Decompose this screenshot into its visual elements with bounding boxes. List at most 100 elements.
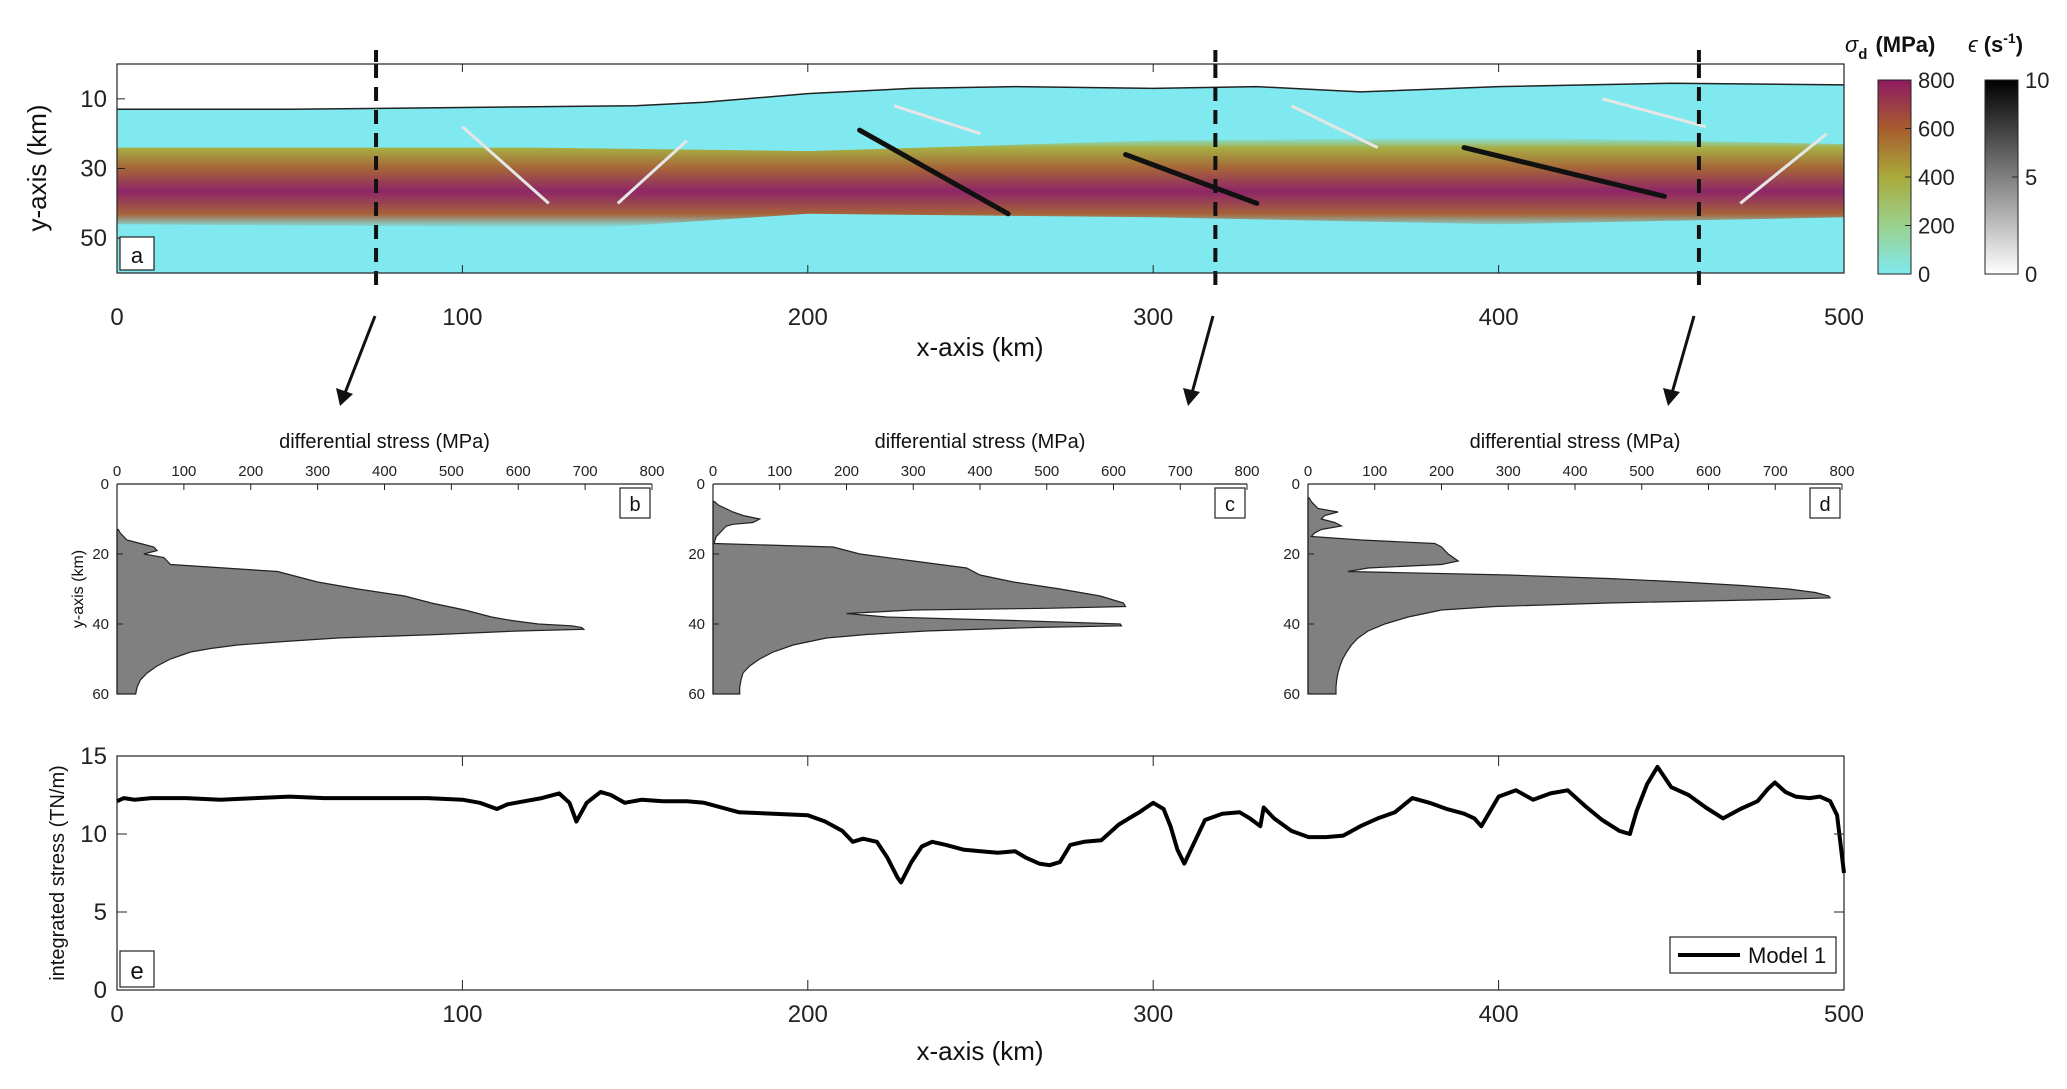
x-tick-label: 400 [372, 463, 397, 480]
panel-e: 0 100 200 300 400 500 0 5 10 15 x-axis (km) inte… [47, 743, 1864, 1066]
y-tick-label: 0 [94, 977, 107, 1004]
x-tick-label: 0 [110, 1001, 123, 1028]
panel-a-y-ticks: 10 30 50 [80, 86, 125, 252]
stress-profile-area [116, 528, 586, 695]
y-tick-label: 30 [80, 156, 107, 183]
legend-label-model-1: Model 1 [1748, 943, 1826, 968]
colorbar-tick-label: 0 [1918, 262, 1930, 287]
x-tick-label: 600 [1101, 463, 1126, 480]
x-tick-label: 200 [788, 304, 828, 331]
x-tick-label: 100 [171, 463, 196, 480]
y-tick-label: 60 [92, 686, 109, 703]
x-axis-label: differential stress (MPa) [1470, 431, 1681, 453]
colorbar-tick-label: 400 [1918, 165, 1955, 190]
x-tick-label: 600 [506, 463, 531, 480]
x-tick-label: 0 [110, 304, 123, 331]
profile-lines-extension [374, 50, 1701, 285]
x-tick-label: 400 [967, 463, 992, 480]
stress-profile-area [1307, 497, 1832, 695]
x-tick-label: 500 [1824, 304, 1864, 331]
colorbar-tick-label: 10 [2025, 68, 2049, 93]
panel-letter-box [1214, 487, 1246, 519]
x-tick-label: 0 [1304, 463, 1312, 480]
x-tick-label: 300 [1496, 463, 1521, 480]
panel-b: 0 100 200 300 400 500 600 700 800 0 20 40 60 differen… [70, 431, 665, 703]
panel-e-frame [116, 755, 1845, 991]
y-tick-label: 20 [92, 546, 109, 563]
x-tick-label: 400 [1479, 1001, 1519, 1028]
minor-shear [1739, 132, 1828, 205]
profile-lines [374, 64, 1701, 273]
arrow-to-b-head [336, 388, 353, 406]
profile-arrows [336, 315, 1696, 406]
panel-a-x-ticks: 0 100 200 300 400 500 [110, 64, 1864, 331]
arrow-to-d [1670, 315, 1696, 394]
x-tick-label: 600 [1696, 463, 1721, 480]
strain-colorbar-title: ϵ (s-1) [1968, 30, 2023, 57]
x-axis-label: differential stress (MPa) [875, 431, 1086, 453]
arrow-to-c-head [1183, 388, 1200, 406]
x-tick-label: 500 [439, 463, 464, 480]
y-tick-label: 5 [94, 899, 107, 926]
minor-shear [893, 104, 981, 136]
y-tick-label: 10 [80, 821, 107, 848]
y-tick-label: 0 [101, 476, 109, 493]
minor-shear [461, 125, 550, 205]
panel-e-x-label: x-axis (km) [916, 1036, 1043, 1066]
arrow-to-c [1190, 315, 1215, 394]
panel-a-y-label: y-axis (km) [22, 104, 52, 231]
shear-zones [461, 97, 1828, 217]
shear-zone [1461, 145, 1667, 199]
y-tick-label: 0 [1292, 476, 1300, 493]
panel-letter-box [619, 487, 651, 519]
x-tick-label: 300 [1133, 1001, 1173, 1028]
panel-e-y-ticks: 0 5 10 15 [80, 743, 1844, 1004]
panel-letter: d [1819, 494, 1830, 516]
series-line-model-1 [116, 764, 1846, 885]
panel-d: 0 100 200 300 400 500 600 700 800 0 20 40 60 differen… [1283, 431, 1854, 703]
x-tick-label: 200 [238, 463, 263, 480]
x-tick-label: 100 [442, 304, 482, 331]
colorbar-tick-label: 5 [2025, 165, 2037, 190]
panel-e-x-ticks: 0 100 200 300 400 500 [110, 756, 1864, 1028]
x-tick-label: 700 [1763, 463, 1788, 480]
stress-band [117, 137, 1844, 228]
minor-shear [1290, 104, 1379, 149]
panel-a-letter: a [131, 243, 144, 268]
y-tick-label: 60 [688, 686, 705, 703]
colorbar-tick-label: 200 [1918, 214, 1955, 239]
x-tick-label: 800 [1829, 463, 1854, 480]
x-tick-label: 700 [573, 463, 598, 480]
stress-profile-area [712, 500, 1127, 695]
panel-letter: b [629, 494, 640, 516]
x-tick-label: 300 [1133, 304, 1173, 331]
arrow-to-b [343, 315, 377, 394]
x-tick-label: 100 [442, 1001, 482, 1028]
x-tick-label: 200 [834, 463, 859, 480]
y-tick-label: 40 [92, 616, 109, 633]
y-tick-label: 20 [688, 546, 705, 563]
panel-e-y-label: integrated stress (TN/m) [47, 765, 69, 981]
panel-letter-box [1809, 487, 1841, 519]
y-tick-label: 0 [697, 476, 705, 493]
surface-line [117, 82, 1844, 111]
panel-letter: c [1225, 494, 1235, 516]
x-tick-label: 400 [1562, 463, 1587, 480]
x-tick-label: 500 [1034, 463, 1059, 480]
y-tick-label: 10 [80, 86, 107, 113]
x-tick-label: 200 [1429, 463, 1454, 480]
x-tick-label: 300 [901, 463, 926, 480]
y-tick-label: 60 [1283, 686, 1300, 703]
x-tick-label: 300 [305, 463, 330, 480]
x-tick-label: 500 [1824, 1001, 1864, 1028]
x-tick-label: 800 [1234, 463, 1259, 480]
x-tick-label: 0 [113, 463, 121, 480]
x-tick-label: 0 [709, 463, 717, 480]
minor-shear [616, 139, 688, 205]
colorbar-tick-label: 600 [1918, 117, 1955, 142]
x-tick-label: 100 [1362, 463, 1387, 480]
x-tick-label: 700 [1168, 463, 1193, 480]
panel-a-field [117, 64, 1844, 273]
